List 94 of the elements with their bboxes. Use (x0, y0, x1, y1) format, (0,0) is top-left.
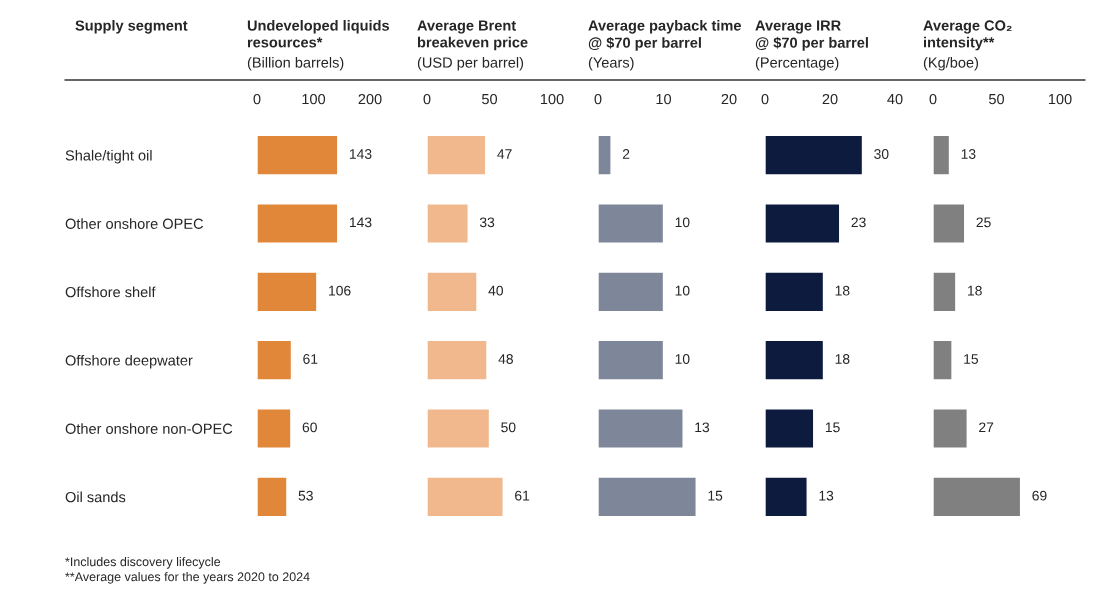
bar (598, 476, 697, 518)
chart-title: Average IRR @ $70 per barrel (755, 20, 868, 51)
data-label: 53 (298, 490, 313, 501)
data-label: 106 (329, 285, 351, 296)
bar (765, 202, 841, 245)
x-tick-label: 100 (302, 93, 326, 105)
bar (257, 476, 288, 518)
data-label: 25 (976, 217, 991, 228)
x-tick-label: 50 (481, 93, 498, 105)
bar (765, 407, 815, 450)
data-label: 48 (498, 354, 513, 364)
bar (765, 271, 825, 313)
text: **Average values for the years 2020 to 2024 (65, 572, 310, 584)
data-label: 30 (874, 149, 889, 159)
x-tick-label: 10 (656, 93, 672, 105)
x-tick-label: 0 (761, 93, 769, 105)
bar (933, 407, 968, 450)
data-label: 60 (302, 422, 317, 433)
bar (598, 407, 684, 450)
data-label: 15 (964, 354, 979, 364)
data-label: 50 (501, 422, 516, 433)
data-label: 18 (835, 285, 850, 296)
chart-subtitle: (Percentage) (755, 57, 839, 71)
y-tick-label: Offshore deepwater (65, 354, 193, 369)
data-label: 10 (675, 217, 690, 228)
bar (427, 476, 504, 518)
data-label: 15 (825, 422, 840, 433)
bar (257, 407, 292, 450)
chart-subtitle: (USD per barrel) (417, 57, 524, 71)
bar (598, 339, 665, 381)
data-label: 61 (303, 354, 318, 364)
y-tick-label: Offshore shelf (65, 286, 156, 298)
x-tick-label: 100 (1048, 93, 1072, 105)
x-tick-label: 20 (822, 93, 838, 105)
bar (598, 202, 665, 245)
x-tick-label: 0 (929, 93, 937, 105)
y-tick-label: Shale/tight oil (65, 149, 152, 164)
bar (933, 134, 951, 176)
chart-title: Undeveloped liquids resources* (247, 20, 390, 48)
data-label: 143 (349, 217, 372, 228)
bar (933, 202, 966, 245)
chart-title: Average payback time @ $70 per barrel (588, 20, 741, 51)
bar (765, 476, 808, 518)
y-tick-label: Oil sands (65, 491, 126, 503)
bar (257, 202, 339, 245)
data-label: 18 (835, 354, 850, 364)
data-label: 15 (708, 490, 723, 501)
data-label: 23 (851, 217, 866, 228)
bar (257, 271, 318, 313)
bar (765, 134, 864, 176)
bar (598, 134, 612, 176)
x-tick-label: 100 (540, 93, 564, 105)
data-label: 13 (695, 422, 710, 433)
data-label: 13 (819, 490, 834, 501)
data-label: 18 (968, 285, 982, 296)
data-label: 40 (488, 285, 504, 296)
data-label: 61 (515, 490, 530, 501)
bar (765, 339, 825, 381)
x-tick-label: 50 (988, 93, 1005, 105)
data-label: 69 (1032, 490, 1047, 501)
bar (427, 271, 478, 313)
bar (257, 134, 339, 176)
data-label: 47 (497, 149, 512, 159)
bar (427, 202, 469, 245)
y-axis-title: Supply segment (75, 20, 188, 34)
chart-subtitle: (Years) (588, 57, 634, 71)
x-tick-label: 0 (423, 93, 431, 105)
x-tick-label: 0 (594, 93, 602, 105)
bar (933, 476, 1022, 518)
bar (427, 134, 487, 176)
chart-subtitle: (Billion barrels) (247, 57, 344, 71)
bar (257, 339, 293, 381)
x-tick-label: 40 (887, 93, 903, 105)
x-tick-label: 0 (253, 93, 261, 105)
x-tick-label: 20 (721, 93, 737, 105)
y-tick-label: Other onshore non-OPEC (65, 423, 233, 434)
data-label: 10 (675, 354, 690, 364)
chart-title: Average Brent breakeven price (417, 20, 528, 51)
data-label: 143 (349, 149, 372, 159)
bar (933, 271, 957, 313)
data-label: 10 (675, 285, 690, 296)
text: *Includes discovery lifecycle (65, 557, 221, 569)
x-tick-label: 200 (358, 93, 382, 105)
data-label: 13 (961, 149, 976, 159)
y-tick-label: Other onshore OPEC (65, 218, 204, 229)
bar (427, 339, 488, 381)
bar (933, 339, 953, 381)
data-label: 27 (979, 422, 994, 433)
bar (598, 271, 665, 313)
chart-subtitle: (Kg/boe) (923, 57, 979, 71)
bar (427, 407, 491, 450)
data-label: 33 (479, 217, 495, 228)
chart-title: Average CO₂ intensity** (923, 20, 1012, 51)
data-label: 2 (622, 149, 630, 159)
